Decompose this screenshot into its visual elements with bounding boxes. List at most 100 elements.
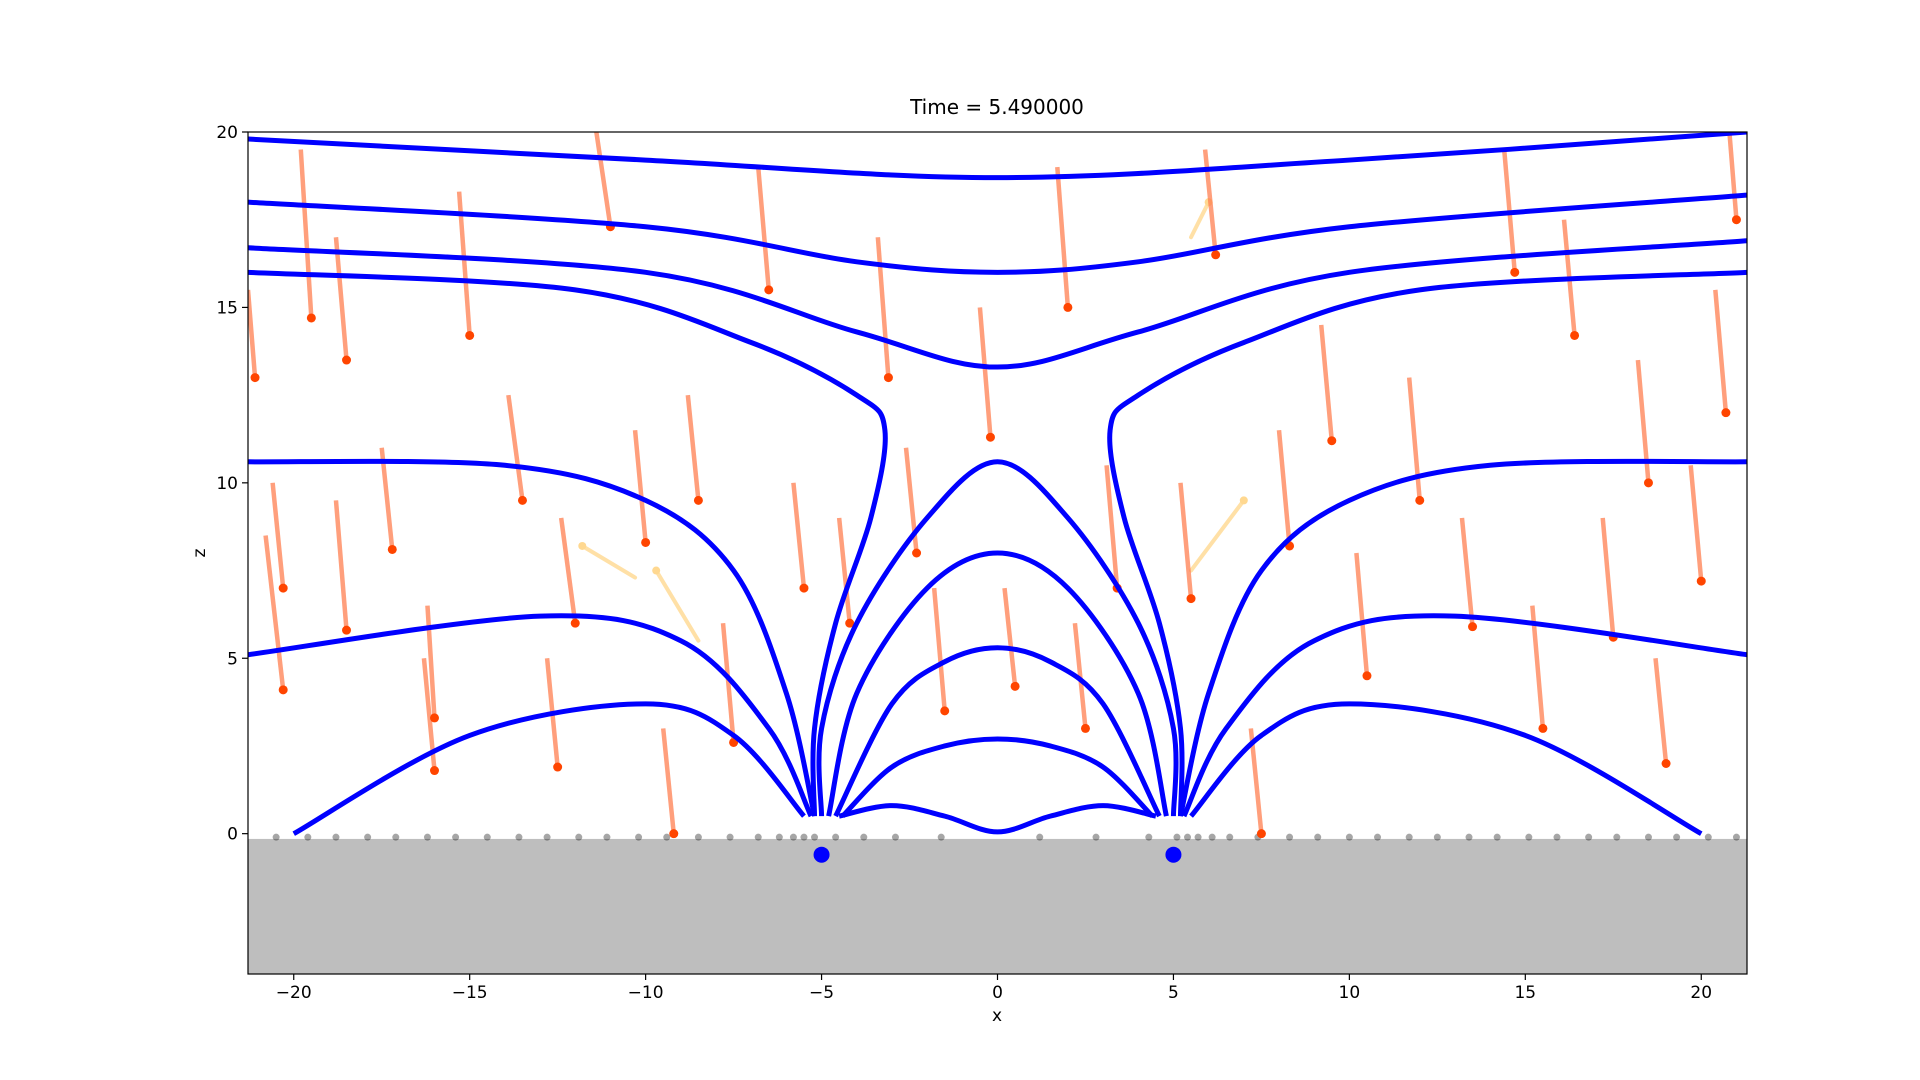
ground-particle (800, 833, 808, 841)
field-line (248, 238, 1747, 370)
particle-head (641, 537, 651, 547)
ground-particle (1644, 833, 1652, 841)
ground-particle (543, 833, 551, 841)
particle-trail (1178, 482, 1194, 599)
ground-particle (635, 833, 643, 841)
source (813, 846, 830, 863)
ground-particle (754, 833, 762, 841)
particle-head (1661, 759, 1671, 768)
ground-particle (1493, 833, 1501, 841)
particle-trail (1354, 552, 1370, 676)
particle-head (278, 685, 288, 695)
ground-particle (860, 833, 868, 841)
particle-head (1063, 302, 1073, 312)
plot-area (248, 132, 1747, 974)
field-line (816, 459, 1179, 817)
ground-particle (1374, 833, 1382, 841)
y-tick-label: 20 (216, 123, 238, 143)
ground-particle (1194, 833, 1202, 841)
ground-particle (1226, 833, 1234, 841)
particle-head (912, 548, 922, 558)
ground-particle (575, 833, 583, 841)
ground-particle (1673, 833, 1681, 841)
particle-trail (1104, 465, 1120, 589)
particle-trail (836, 517, 852, 624)
particle-trail (333, 500, 349, 631)
ground-particle (332, 833, 340, 841)
ground-particle (1704, 833, 1712, 841)
particle-trail (1002, 587, 1018, 687)
particle-head (342, 625, 352, 635)
ground-particle (1405, 833, 1413, 841)
x-tick-label: 5 (1168, 983, 1179, 1003)
field-line (248, 269, 888, 817)
ground-particle (1092, 833, 1100, 841)
ground-particle (1433, 833, 1441, 841)
particle-trail (1459, 517, 1475, 627)
particle-trail (755, 166, 772, 291)
particle-trail (1318, 324, 1335, 441)
particle-head (940, 706, 950, 716)
particle-trail (632, 429, 648, 543)
particle-head (693, 495, 703, 505)
field-line (248, 192, 1747, 275)
ground-particle (1345, 833, 1353, 841)
particle-trail (425, 605, 437, 719)
field-line (248, 613, 814, 818)
particle-head (1468, 622, 1478, 632)
faded-head (1239, 496, 1248, 505)
particle-head (465, 330, 475, 340)
ground-particle (726, 833, 734, 841)
particle-head (1327, 436, 1337, 446)
ground-particle (1173, 833, 1181, 841)
particle-head (1080, 723, 1090, 733)
ground-particle (452, 833, 460, 841)
y-tick-label: 5 (227, 649, 238, 669)
particle-trail (685, 394, 701, 501)
particle-trail (977, 307, 993, 438)
ground-particle (1314, 833, 1322, 841)
particle-head (669, 829, 679, 839)
particle-head (1510, 267, 1520, 277)
x-tick-label: 15 (1514, 983, 1536, 1003)
faded-trail (654, 568, 701, 643)
particle-trail (270, 482, 286, 589)
particle-head (1362, 671, 1372, 681)
ground-particle (304, 833, 312, 841)
particle-head (845, 618, 855, 628)
y-axis-label: z (190, 548, 210, 557)
ground-particle (1145, 833, 1153, 841)
ground-particle (1286, 833, 1294, 841)
particle-trail (1072, 622, 1088, 729)
field-line (248, 132, 1747, 181)
ground-particle (891, 833, 899, 841)
ground-particle (1553, 833, 1561, 841)
y-tick-label: 0 (227, 825, 238, 845)
x-tick-label: −20 (276, 983, 312, 1003)
particle-head (429, 713, 439, 723)
particle-head (553, 762, 563, 772)
field-line (840, 736, 1155, 818)
particle-trail (298, 149, 314, 319)
ground-particle (663, 833, 671, 841)
particle-head (387, 544, 397, 554)
ground-particle (392, 833, 400, 841)
particle-trail (1248, 728, 1264, 834)
ground-particle (515, 833, 523, 841)
particle-head (1211, 250, 1221, 260)
ground-particle (1208, 833, 1216, 841)
particle-head (799, 583, 809, 593)
chart-title: Time = 5.490000 (909, 95, 1084, 119)
particle-trail (1530, 605, 1546, 729)
particle-trail (506, 394, 525, 501)
field-line (1189, 701, 1703, 836)
x-tick-label: 0 (992, 983, 1003, 1003)
particle-head (570, 618, 580, 628)
faded-head (578, 541, 587, 550)
x-tick-label: 20 (1690, 983, 1712, 1003)
field-line (838, 803, 1157, 835)
ground (248, 838, 1747, 974)
particle-trail (379, 447, 395, 550)
field-line (1107, 269, 1747, 817)
